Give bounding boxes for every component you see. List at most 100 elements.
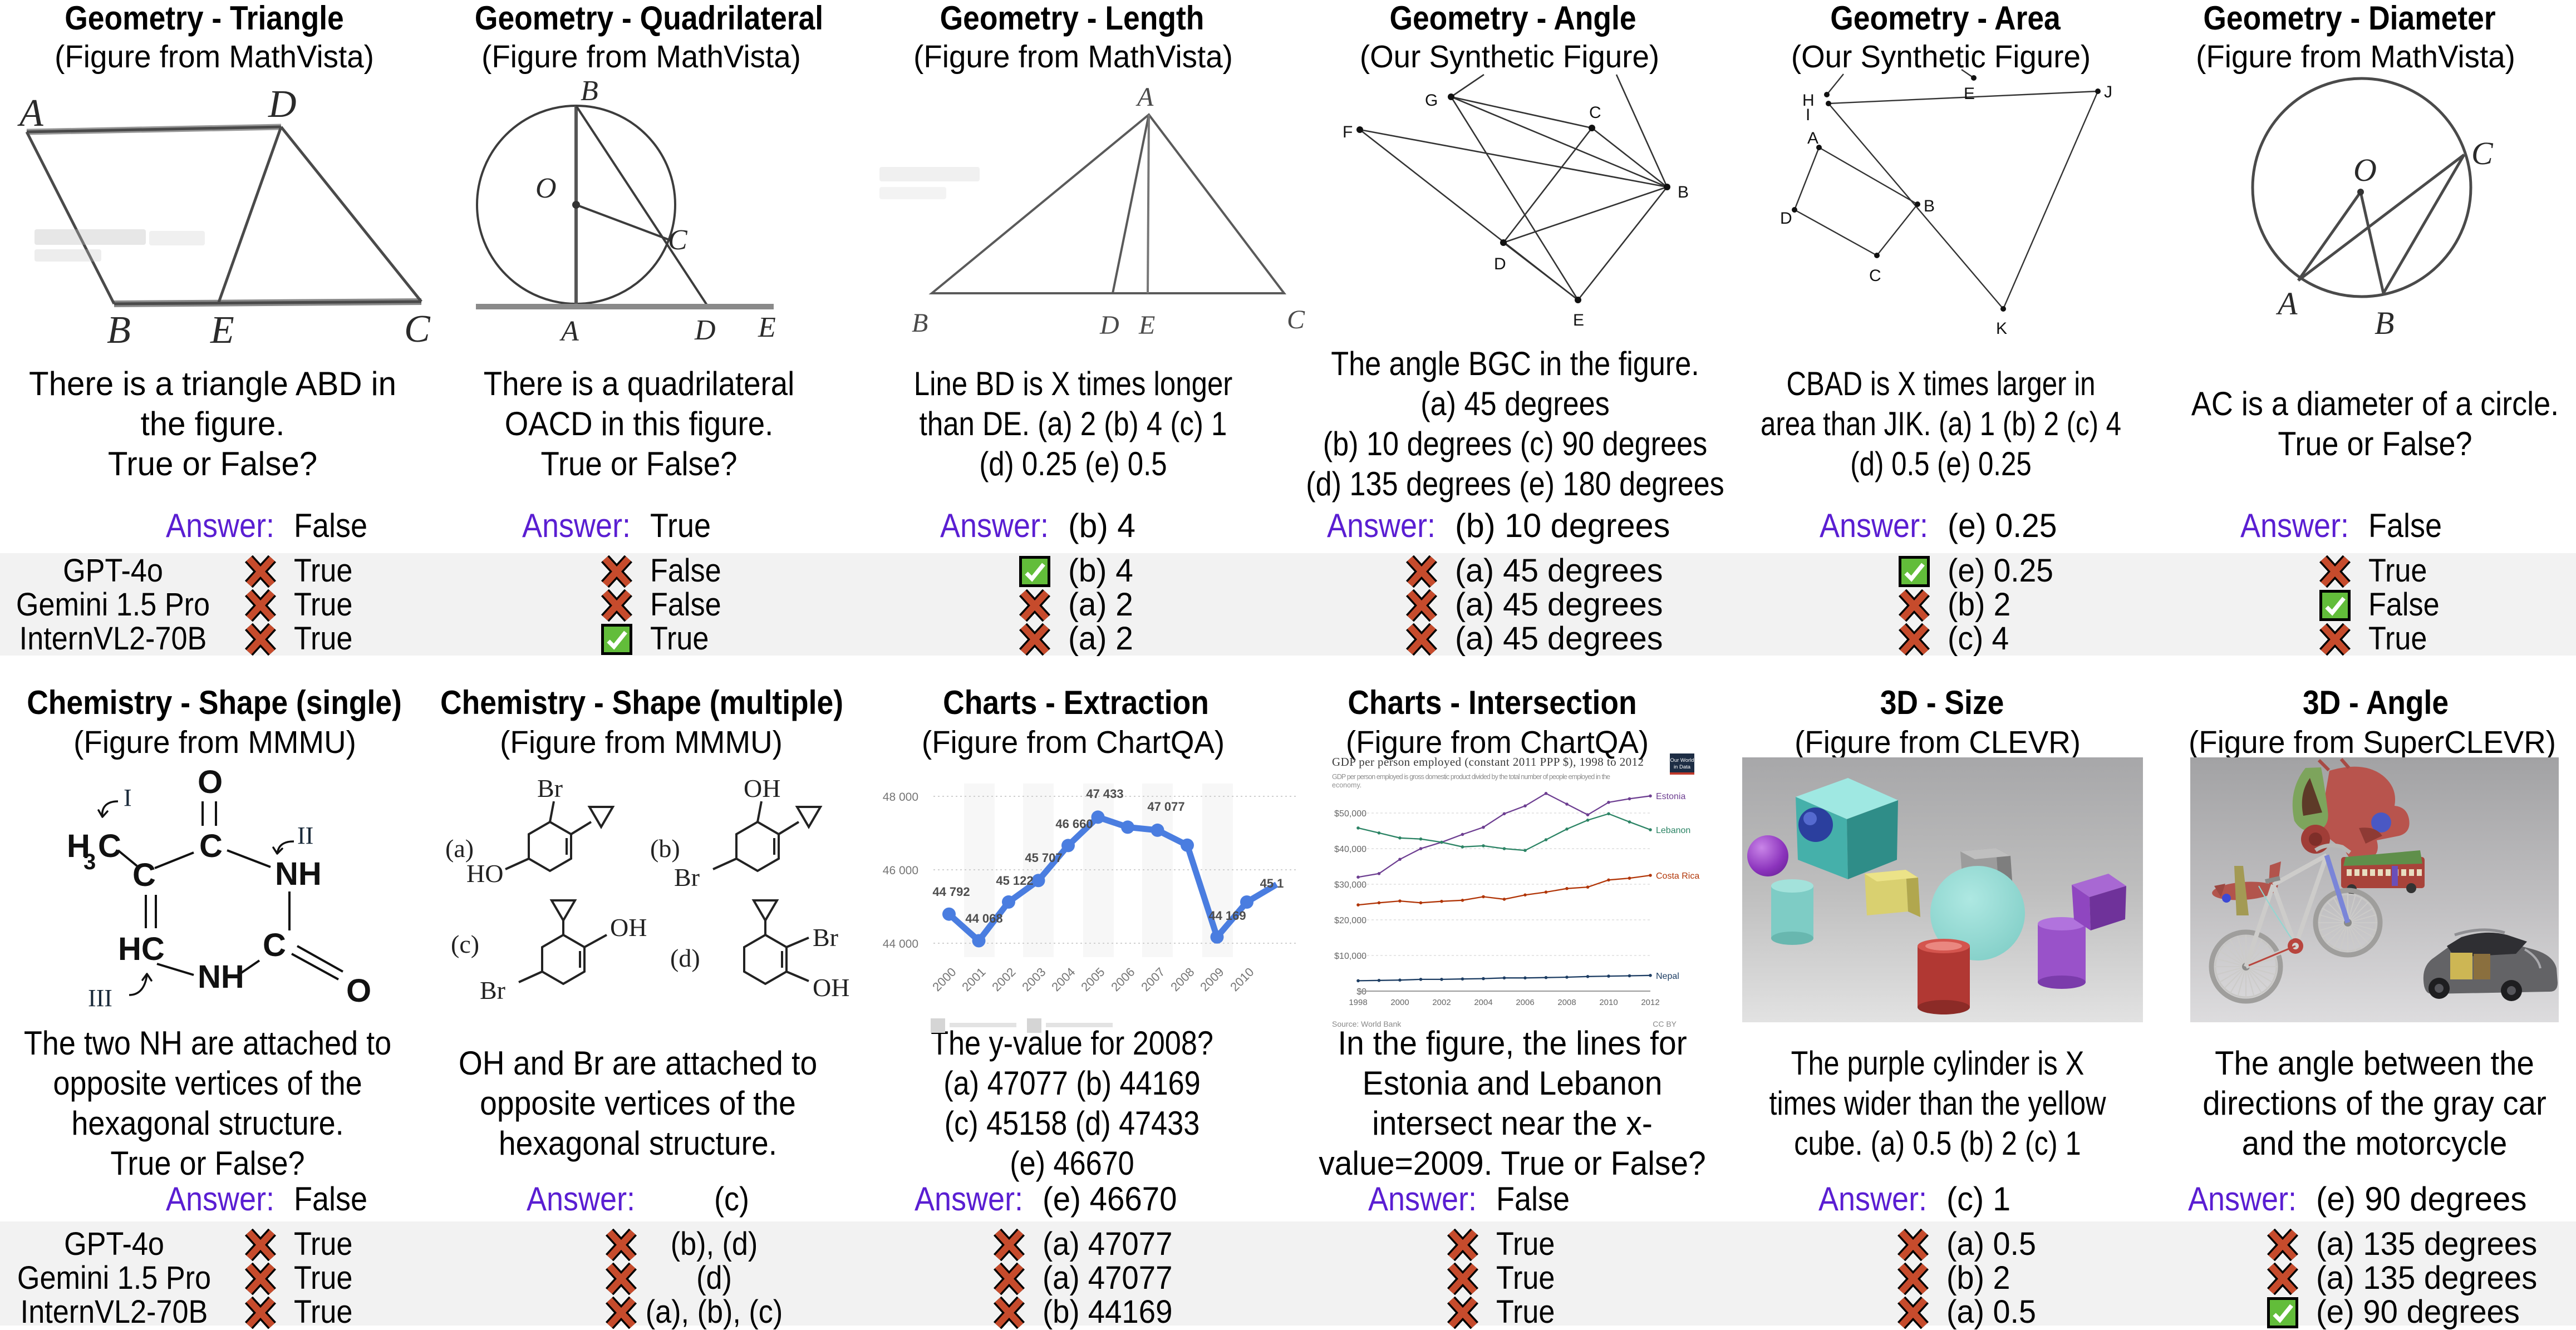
svg-text:A: A <box>17 92 43 135</box>
svg-text:NH: NH <box>198 959 244 995</box>
svg-text:G: G <box>1425 91 1438 110</box>
svg-text:45 1: 45 1 <box>1260 876 1284 890</box>
svg-text:in Data: in Data <box>1674 764 1691 770</box>
svg-text:O: O <box>346 973 371 1009</box>
svg-text:2006: 2006 <box>1108 965 1137 994</box>
svg-text:E: E <box>1964 85 1975 103</box>
svg-text:(a): (a) <box>445 834 474 863</box>
svg-text:O: O <box>2353 152 2377 188</box>
svg-text:44 068: 44 068 <box>965 912 1002 925</box>
svg-text:O: O <box>198 764 223 800</box>
svg-text:O: O <box>535 173 557 204</box>
svg-text:C: C <box>98 828 121 864</box>
svg-text:HC: HC <box>118 931 165 967</box>
svg-text:2008: 2008 <box>1168 965 1197 994</box>
svg-text:Br: Br <box>813 923 838 952</box>
svg-text:2010: 2010 <box>1599 998 1618 1007</box>
svg-text:Br: Br <box>480 976 505 1004</box>
svg-text:45 122: 45 122 <box>996 874 1033 888</box>
svg-text:2000: 2000 <box>1390 998 1409 1007</box>
svg-text:2010: 2010 <box>1227 965 1256 994</box>
svg-text:K: K <box>1996 319 2007 338</box>
svg-text:2000: 2000 <box>930 965 958 994</box>
svg-text:D: D <box>1780 209 1792 228</box>
svg-text:A: A <box>2275 285 2298 322</box>
svg-text:44 792: 44 792 <box>932 885 970 899</box>
svg-text:C: C <box>199 828 223 864</box>
svg-text:46 660: 46 660 <box>1055 817 1093 831</box>
svg-text:44 169: 44 169 <box>1208 909 1246 923</box>
svg-text:3: 3 <box>83 850 96 874</box>
svg-text:$0: $0 <box>1356 987 1366 997</box>
svg-text:2009: 2009 <box>1197 965 1226 994</box>
svg-text:E: E <box>210 309 234 352</box>
svg-text:46 000: 46 000 <box>883 864 918 877</box>
svg-text:A: A <box>559 316 579 347</box>
svg-text:2012: 2012 <box>1641 998 1659 1007</box>
svg-text:HO: HO <box>466 859 503 888</box>
svg-text:III: III <box>88 984 112 1012</box>
svg-text:CC BY: CC BY <box>1653 1019 1677 1028</box>
svg-text:Estonia: Estonia <box>1656 792 1685 801</box>
svg-text:44 000: 44 000 <box>883 938 918 950</box>
svg-text:D: D <box>694 314 716 346</box>
svg-text:OH: OH <box>744 774 780 802</box>
svg-text:2003: 2003 <box>1019 965 1048 994</box>
svg-text:C: C <box>1287 305 1305 334</box>
svg-text:H: H <box>67 828 90 864</box>
svg-text:2004: 2004 <box>1049 965 1078 994</box>
svg-text:47 433: 47 433 <box>1086 787 1123 801</box>
svg-text:B: B <box>2375 305 2394 341</box>
svg-text:2004: 2004 <box>1474 998 1492 1007</box>
svg-text:Br: Br <box>537 774 563 802</box>
svg-text:C: C <box>132 857 156 893</box>
svg-text:45 707: 45 707 <box>1025 851 1062 865</box>
svg-text:B: B <box>107 309 131 352</box>
svg-text:48 000: 48 000 <box>883 791 918 804</box>
svg-text:B: B <box>581 75 598 107</box>
svg-text:A: A <box>1807 129 1818 147</box>
svg-text:C: C <box>668 224 688 256</box>
svg-text:Lebanon: Lebanon <box>1656 826 1690 835</box>
svg-text:2001: 2001 <box>959 965 988 994</box>
svg-text:(c): (c) <box>451 930 479 958</box>
svg-text:C: C <box>404 308 431 351</box>
svg-text:NH: NH <box>275 856 322 892</box>
svg-text:I: I <box>1806 106 1810 124</box>
svg-text:Source: World Bank: Source: World Bank <box>1332 1019 1402 1028</box>
svg-text:2002: 2002 <box>1432 998 1451 1007</box>
svg-text:(d): (d) <box>670 944 700 972</box>
svg-text:2007: 2007 <box>1138 965 1167 994</box>
svg-text:C: C <box>1869 267 1881 285</box>
svg-text:B: B <box>1678 183 1689 201</box>
svg-text:H: H <box>1802 91 1815 110</box>
svg-text:C: C <box>263 927 286 963</box>
svg-text:OH: OH <box>813 973 849 1002</box>
svg-text:E: E <box>1573 311 1584 329</box>
svg-text:GDP per person employed (const: GDP per person employed (constant 2011 P… <box>1332 755 1644 769</box>
svg-text:B: B <box>912 308 928 338</box>
svg-text:Br: Br <box>674 863 700 891</box>
svg-text:2005: 2005 <box>1078 965 1107 994</box>
svg-text:B: B <box>1924 197 1935 215</box>
svg-text:economy.: economy. <box>1332 781 1361 789</box>
svg-text:$30,000: $30,000 <box>1334 880 1366 890</box>
svg-text:D: D <box>268 83 297 126</box>
svg-text:Nepal: Nepal <box>1656 972 1679 981</box>
svg-text:(b): (b) <box>650 834 680 863</box>
svg-text:$10,000: $10,000 <box>1334 952 1366 961</box>
svg-text:F: F <box>1343 123 1353 141</box>
svg-text:E: E <box>1138 311 1155 340</box>
svg-text:$50,000: $50,000 <box>1334 809 1366 819</box>
svg-text:Costa Rica: Costa Rica <box>1656 871 1699 881</box>
svg-text:OH: OH <box>610 913 647 942</box>
svg-text:A: A <box>1135 82 1154 112</box>
svg-text:GDP per person employed is gro: GDP per person employed is gross domesti… <box>1332 773 1610 781</box>
svg-text:D: D <box>1099 311 1119 340</box>
svg-text:$20,000: $20,000 <box>1334 916 1366 925</box>
svg-text:Our World: Our World <box>1670 757 1694 763</box>
svg-text:I: I <box>124 784 132 811</box>
svg-text:C: C <box>1589 104 1601 122</box>
svg-text:47 077: 47 077 <box>1147 800 1184 814</box>
svg-text:2002: 2002 <box>989 965 1018 994</box>
